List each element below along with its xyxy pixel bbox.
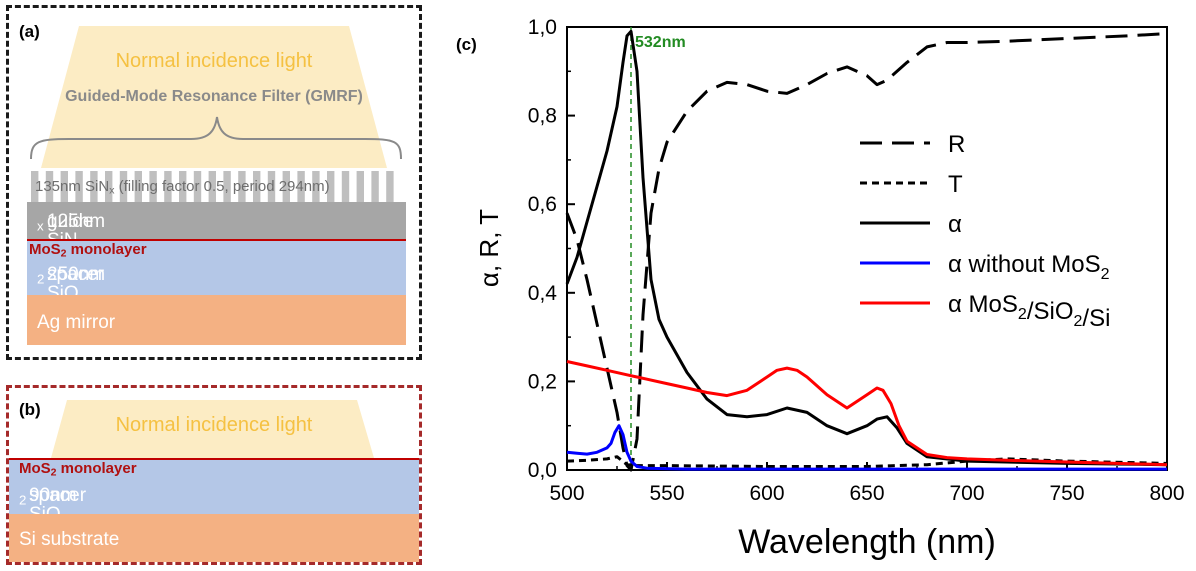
grating-label: 135nm SiNx (filling factor 0.5, period 2… — [35, 178, 330, 197]
y-tick-label: 0,4 — [528, 282, 558, 305]
y-tick-label: 0,8 — [528, 105, 557, 128]
legend: RTα α without MoS2 α MoS2/SiO2/Si — [860, 131, 1110, 332]
mos2-line-b — [9, 458, 419, 460]
panel-c-label: (c) — [456, 35, 477, 54]
y-tick-label: 0,6 — [528, 193, 557, 216]
panel-b-label: (b) — [19, 400, 41, 419]
light-beam-b — [51, 400, 374, 458]
legend-label: α — [948, 211, 962, 238]
plot-frame — [566, 26, 1168, 471]
legend-label: α without MoS2 — [948, 251, 1110, 283]
x-tick-label: 600 — [749, 482, 784, 505]
grating-tooth — [119, 171, 128, 202]
x-tick-label: 550 — [649, 482, 684, 505]
curly-brace — [30, 116, 402, 160]
grating-tooth — [253, 171, 261, 202]
grating-tooth — [164, 171, 172, 202]
grating-tooth — [312, 171, 320, 202]
grating-tooth — [297, 171, 305, 202]
legend-label: α MoS2/SiO2/Si — [948, 291, 1110, 332]
panel-b-box: (b) Normal incidence light 90nm SiO2 spa… — [6, 385, 422, 565]
grating-tooth — [149, 171, 157, 202]
x-axis-label: Wavelength (nm) — [738, 523, 996, 561]
y-tick-label: 0,0 — [528, 459, 557, 482]
grating-teeth — [31, 171, 394, 202]
grating-tooth — [193, 171, 202, 202]
grating-tooth — [31, 171, 39, 202]
x-tick-label: 800 — [1149, 482, 1184, 505]
gmrf-label: Guided-Mode Resonance Filter (GMRF) — [65, 88, 363, 105]
grating-tooth — [327, 171, 335, 202]
y-axis-label: α, R, T — [474, 209, 504, 287]
mirror-layer: Ag mirror — [27, 295, 406, 345]
substrate-label: Si substrate — [19, 529, 120, 550]
series-line — [565, 29, 1168, 467]
grating-tooth — [134, 171, 142, 202]
guide-label: 125nm SiNx guide — [37, 211, 106, 250]
x-tick-label: 700 — [949, 482, 984, 505]
guide-layer: 125nm SiNx guide — [27, 202, 406, 250]
mos2-label-a: MoS2 monolayer — [29, 241, 147, 260]
grating-tooth — [267, 171, 276, 202]
light-label-b: Normal incidence light — [115, 414, 313, 436]
grating-tooth — [60, 171, 68, 202]
light-beam-a — [41, 26, 387, 168]
y-tick-label: 0,2 — [528, 370, 557, 393]
grating-tooth — [75, 171, 83, 202]
annotation-532nm: 532nm — [635, 34, 686, 51]
grating-tooth — [179, 171, 187, 202]
spacer-layer-a: 250nm SiO 2 spacer — [27, 241, 406, 304]
grating-tooth — [282, 171, 290, 202]
panel-a-box: (a) Normal incidence light Guided-Mode R… — [6, 5, 422, 360]
spacer-label-b: 90nm SiO2 spacer — [19, 485, 87, 524]
series-line — [566, 360, 1168, 467]
light-label-a: Normal incidence light — [115, 50, 313, 72]
grating-tooth — [356, 171, 364, 202]
series-line — [566, 424, 1167, 471]
grating-tooth — [223, 171, 231, 202]
x-tick-label: 750 — [1049, 482, 1084, 505]
mos2-line-a — [27, 239, 406, 241]
grating-tooth — [371, 171, 379, 202]
x-tick-label: 500 — [549, 482, 584, 505]
mirror-label: Ag mirror — [37, 312, 116, 333]
grating-tooth — [90, 171, 98, 202]
legend-label: T — [948, 171, 963, 198]
grating-tooth — [208, 171, 216, 202]
panel-a-label: (a) — [19, 22, 40, 41]
x-tick-label: 650 — [849, 482, 884, 505]
spacer-label-a: 250nm SiO 2 spacer — [37, 264, 106, 304]
spectrum-chart: (c) 500 550 600 650 700 750 800 0,0 0,2 0,4 0,6 0,8… — [456, 16, 1185, 561]
legend-label: R — [948, 131, 965, 158]
y-tick-label: 1,0 — [528, 16, 557, 39]
grating-tooth — [238, 171, 246, 202]
grating-tooth — [386, 171, 394, 202]
substrate-layer: Si substrate — [9, 514, 419, 562]
mos2-label-b: MoS2 monolayer — [19, 460, 137, 479]
grating-tooth — [341, 171, 350, 202]
spacer-layer-b: 90nm SiO2 spacer — [9, 460, 419, 524]
grating-tooth — [45, 171, 54, 202]
grating-tooth — [105, 171, 113, 202]
series-line — [565, 32, 1168, 472]
